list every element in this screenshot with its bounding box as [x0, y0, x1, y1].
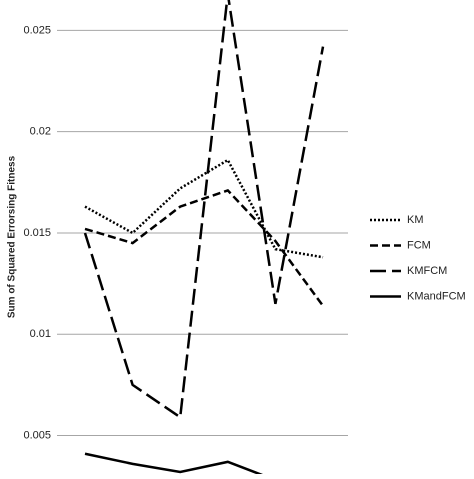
- legend-label: KMandFCM: [407, 290, 466, 302]
- plot-area: [83, 0, 325, 474]
- legend-label: KM: [407, 214, 424, 226]
- y-tick-label: 0.02: [30, 126, 51, 138]
- series-line: [84, 452, 264, 474]
- series-line: [84, 188, 325, 307]
- y-tick-label: 0.015: [23, 227, 51, 239]
- y-tick-label: 0.005: [23, 429, 51, 441]
- grid: 0.005 0.01 0.015 0.02 0.025: [23, 24, 348, 441]
- y-tick-label: 0.025: [23, 24, 51, 36]
- legend-label: FCM: [407, 239, 431, 251]
- legend-label: KMFCM: [407, 265, 447, 277]
- series-line: [83, 0, 325, 420]
- y-axis-label: Sum of Squared Errorsing Fitness: [7, 155, 18, 318]
- y-tick-label: 0.01: [30, 328, 51, 340]
